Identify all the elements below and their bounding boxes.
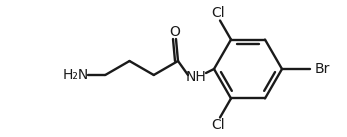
Text: NH: NH [186, 70, 206, 84]
Text: H₂N: H₂N [62, 68, 88, 82]
Text: Cl: Cl [211, 5, 225, 19]
Text: Cl: Cl [211, 119, 225, 132]
Text: Br: Br [314, 62, 330, 76]
Text: O: O [170, 25, 180, 39]
